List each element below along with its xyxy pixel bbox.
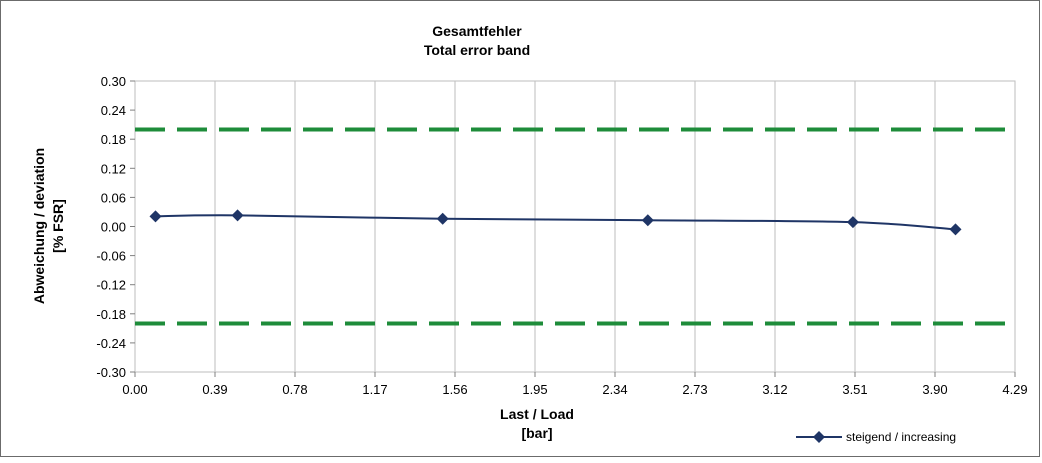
x-axis-title: Last / Load: [500, 406, 574, 422]
y-tick-label: -0.18: [96, 307, 126, 322]
x-tick-label: 2.34: [602, 382, 627, 397]
legend-label: steigend / increasing: [846, 430, 956, 444]
chart-title: Gesamtfehler: [432, 23, 522, 39]
x-axis-unit: [bar]: [521, 425, 552, 441]
x-tick-label: 0.78: [282, 382, 307, 397]
y-tick-label: 0.18: [101, 132, 126, 147]
x-tick-label: 1.95: [522, 382, 547, 397]
y-tick-label: 0.00: [101, 220, 126, 235]
x-tick-label: 0.39: [202, 382, 227, 397]
y-tick-label: -0.06: [96, 249, 126, 264]
data-point: [949, 223, 962, 236]
x-tick-label: 1.17: [362, 382, 387, 397]
y-tick-label: -0.24: [96, 336, 126, 351]
plot-area: [134, 80, 1016, 373]
limit-lines: [135, 127, 1015, 326]
y-tick-label: -0.30: [96, 365, 126, 380]
data-point: [231, 209, 244, 222]
x-tick-label: 1.56: [442, 382, 467, 397]
data-point: [436, 212, 449, 225]
x-tick-label: 4.29: [1002, 382, 1027, 397]
data-point: [641, 214, 654, 227]
y-tick-label: -0.12: [96, 278, 126, 293]
y-axis-ticks: 0.30 0.24 0.18 0.12 0.06 0.00 -0.06 -0.12 -0.18 -…: [96, 74, 135, 380]
x-tick-label: 2.73: [682, 382, 707, 397]
series-layer: [149, 209, 962, 236]
x-tick-label: 0.00: [122, 382, 147, 397]
legend: steigend / increasing: [796, 430, 956, 444]
y-tick-label: 0.12: [101, 161, 126, 176]
y-axis-unit: [% FSR]: [50, 199, 66, 253]
y-tick-label: 0.06: [101, 190, 126, 205]
data-point: [846, 216, 859, 229]
legend-marker: [813, 431, 825, 443]
x-axis-ticks: 0.00 0.39 0.78 1.17 1.56 1.95 2.34 2.73 3.12 3.51…: [122, 372, 1028, 397]
y-axis-title: Abweichung / deviation: [31, 148, 47, 304]
y-tick-label: 0.24: [101, 103, 126, 118]
y-tick-label: 0.30: [101, 74, 126, 89]
x-tick-label: 3.90: [922, 382, 947, 397]
x-tick-label: 3.51: [842, 382, 867, 397]
data-point: [149, 210, 162, 223]
chart-subtitle: Total error band: [424, 42, 530, 58]
x-tick-label: 3.12: [762, 382, 787, 397]
